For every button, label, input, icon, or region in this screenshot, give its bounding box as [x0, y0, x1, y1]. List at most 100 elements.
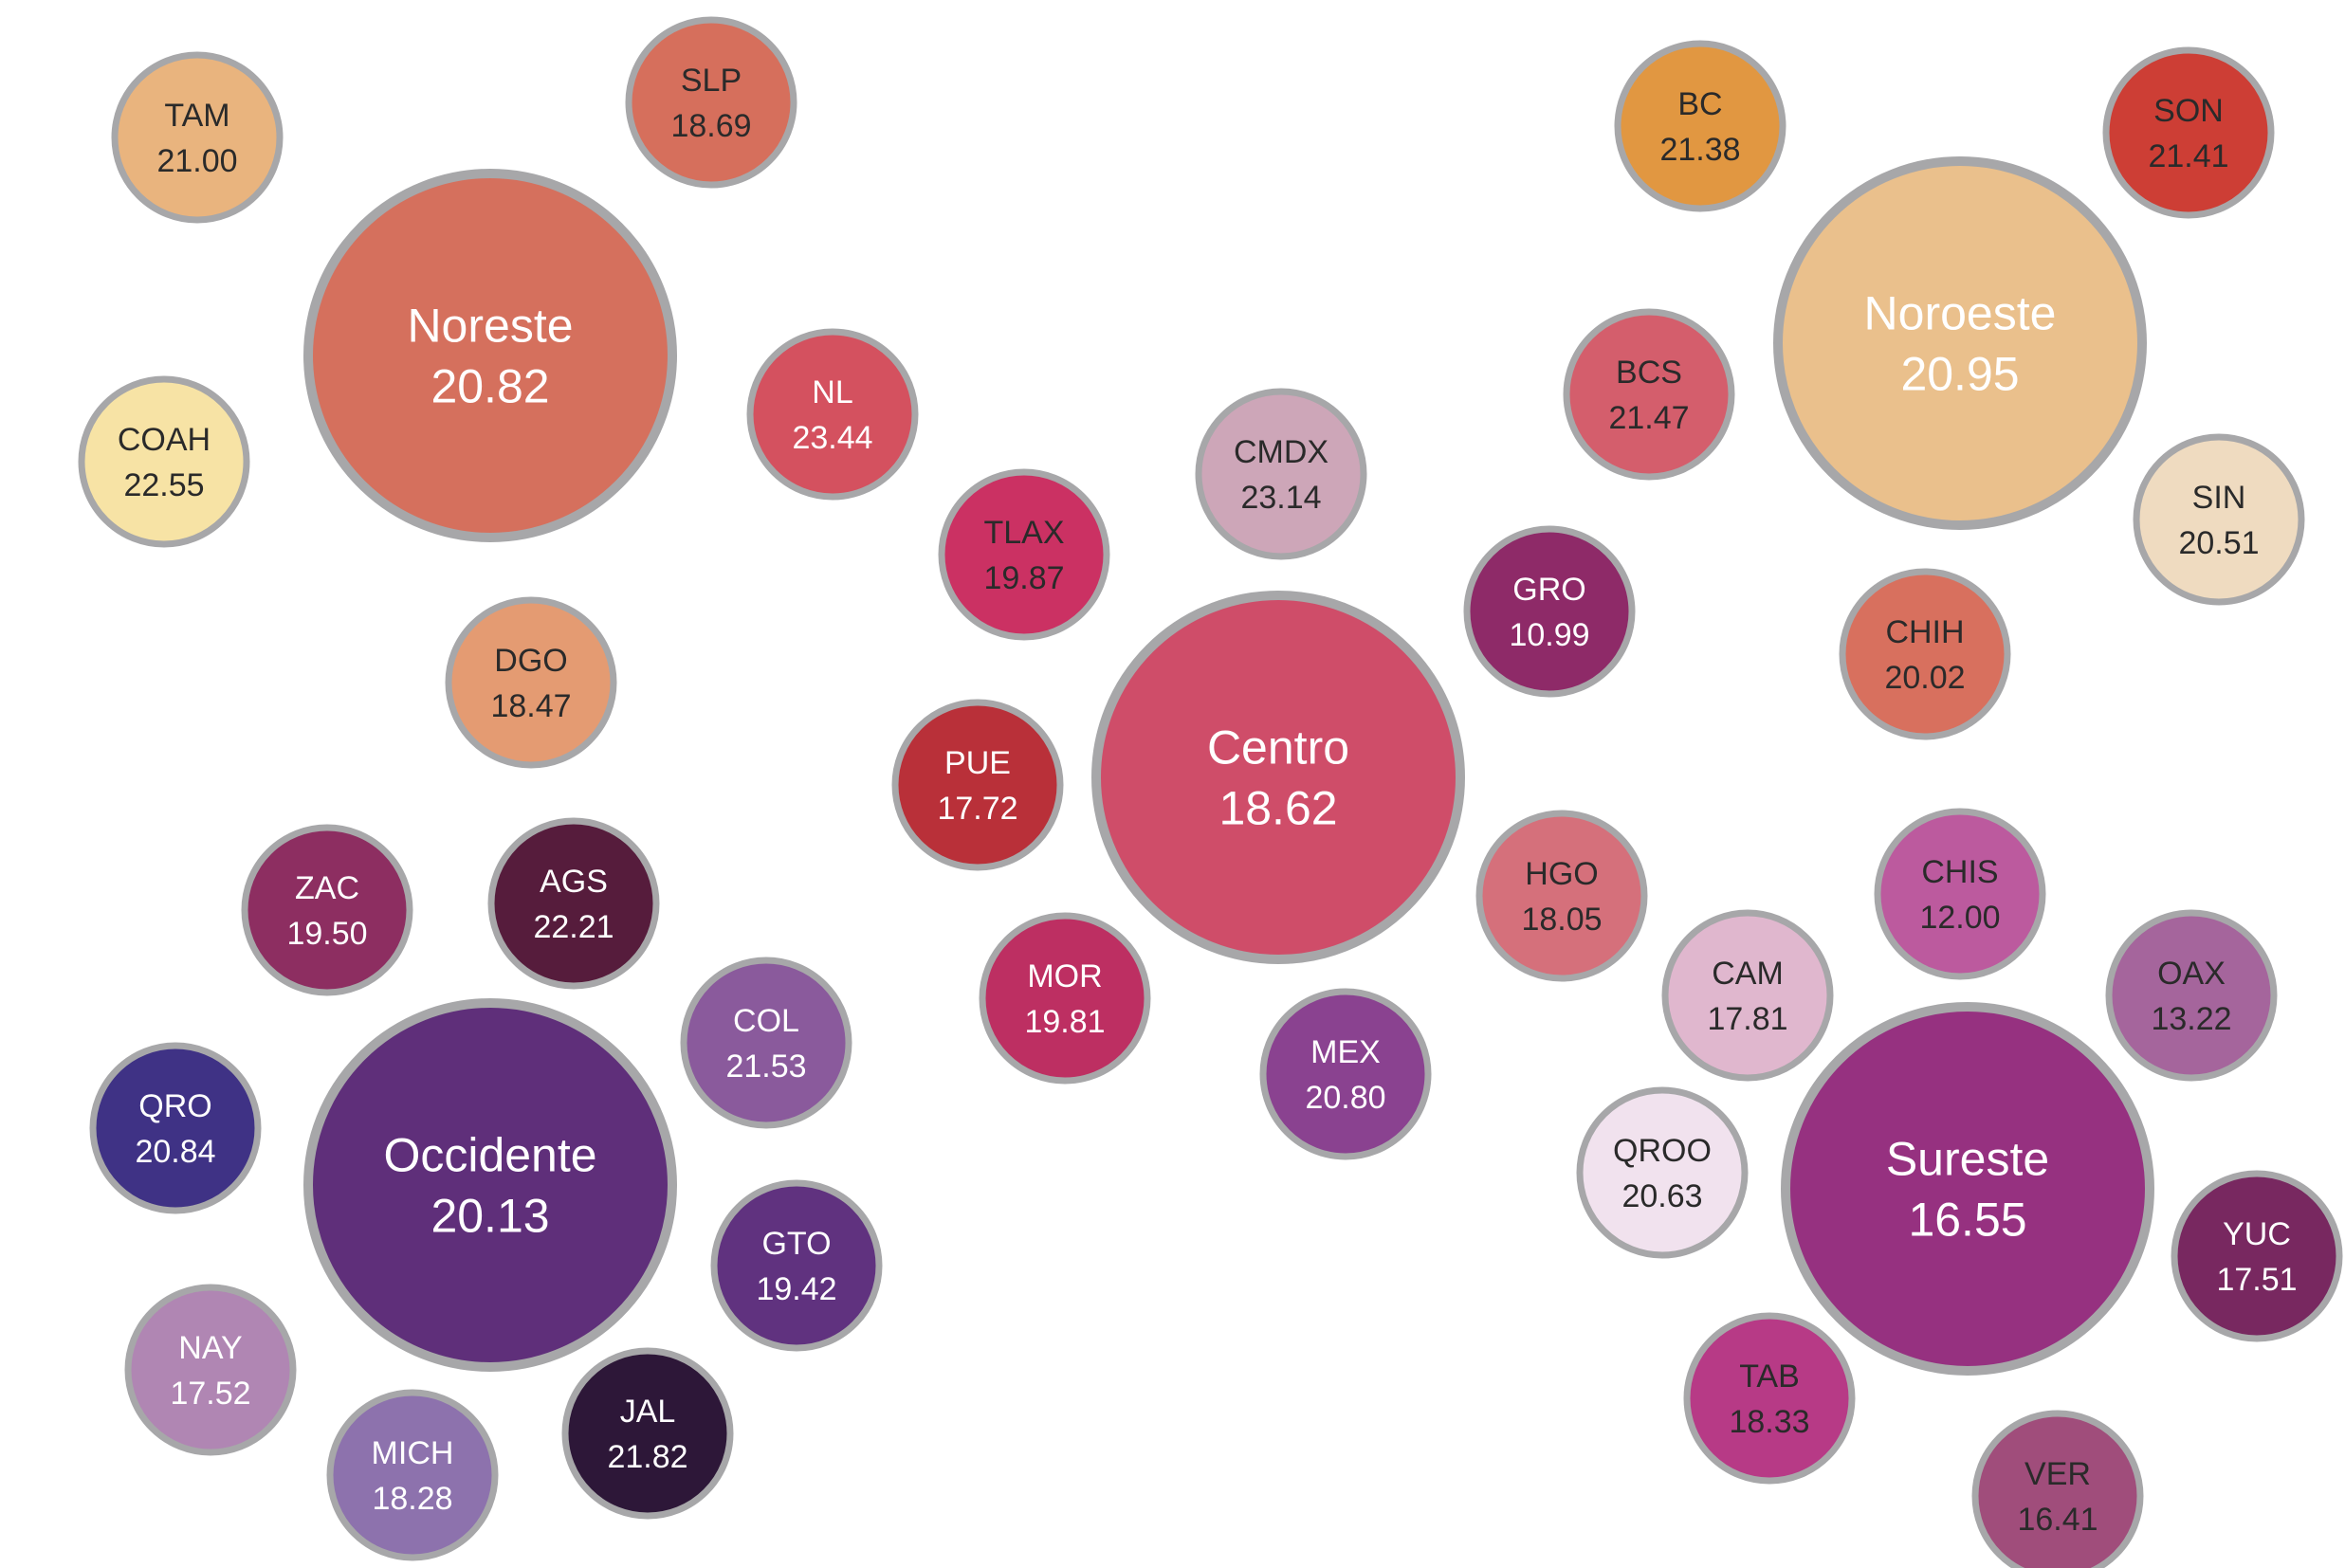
state-value-cam: 17.81	[1707, 1001, 1787, 1037]
state-name-chis: CHIS	[1921, 854, 1998, 890]
state-name-son: SON	[2153, 93, 2224, 129]
state-bubble-cam: CAM 17.81	[1661, 909, 1834, 1082]
state-circle-mor	[979, 912, 1151, 1085]
state-name-jal: JAL	[620, 1394, 676, 1430]
state-circle-ags	[487, 817, 660, 990]
region-circle-noreste	[303, 169, 677, 542]
state-name-coah: COAH	[118, 422, 211, 458]
state-circle-bcs	[1563, 308, 1735, 481]
state-bubble-coah: COAH 22.55	[78, 375, 250, 548]
state-bubble-mex: MEX 20.80	[1259, 988, 1432, 1160]
state-bubble-dgo: DGO 18.47	[445, 596, 617, 769]
state-circle-qro	[89, 1042, 262, 1214]
state-bubble-tam: TAM 21.00	[111, 51, 284, 224]
state-value-mich: 18.28	[372, 1481, 452, 1517]
state-name-gro: GRO	[1512, 572, 1585, 608]
state-bubble-cmdx: CMDX 23.14	[1195, 388, 1367, 560]
state-value-zac: 19.50	[286, 916, 367, 952]
state-value-tlax: 19.87	[983, 560, 1064, 596]
state-name-mich: MICH	[372, 1435, 454, 1471]
state-name-mex: MEX	[1310, 1034, 1381, 1070]
state-value-nl: 23.44	[792, 420, 872, 456]
region-circle-centro	[1091, 591, 1465, 964]
state-value-slp: 18.69	[670, 108, 751, 144]
state-circle-nay	[124, 1284, 297, 1456]
state-name-nay: NAY	[178, 1330, 242, 1366]
state-name-mor: MOR	[1027, 958, 1102, 994]
state-name-bcs: BCS	[1616, 355, 1682, 391]
state-circle-nl	[746, 328, 919, 501]
state-value-col: 21.53	[725, 1048, 806, 1085]
state-circle-son	[2102, 46, 2275, 219]
state-name-bc: BC	[1677, 86, 1722, 122]
state-value-chih: 20.02	[1884, 660, 1965, 696]
state-bubble-gto: GTO 19.42	[710, 1179, 883, 1352]
state-bubble-slp: SLP 18.69	[625, 16, 797, 189]
state-circle-cmdx	[1195, 388, 1367, 560]
state-value-mor: 19.81	[1024, 1004, 1105, 1040]
state-circle-oax	[2105, 909, 2278, 1082]
region-name-occidente: Occidente	[383, 1129, 596, 1182]
state-value-dgo: 18.47	[490, 688, 571, 724]
state-bubble-chis: CHIS 12.00	[1874, 808, 2046, 980]
state-name-cam: CAM	[1712, 956, 1784, 992]
state-circle-dgo	[445, 596, 617, 769]
state-name-oax: OAX	[2157, 956, 2226, 992]
state-bubble-sin: SIN 20.51	[2133, 433, 2305, 606]
state-circle-sin	[2133, 433, 2305, 606]
state-value-ver: 16.41	[2017, 1502, 2098, 1538]
state-name-ver: VER	[2024, 1456, 2091, 1492]
state-value-nay: 17.52	[170, 1376, 250, 1412]
region-value-noroeste: 20.95	[1900, 348, 2019, 401]
state-value-chis: 12.00	[1919, 900, 2000, 936]
state-circle-col	[680, 957, 852, 1129]
state-bubble-mor: MOR 19.81	[979, 912, 1151, 1085]
state-bubble-col: COL 21.53	[680, 957, 852, 1129]
state-circle-yuc	[2171, 1170, 2343, 1342]
state-value-coah: 22.55	[123, 467, 204, 503]
state-bubble-yuc: YUC 17.51	[2171, 1170, 2343, 1342]
state-value-pue: 17.72	[937, 791, 1017, 827]
region-name-noroeste: Noroeste	[1864, 287, 2057, 340]
state-name-col: COL	[733, 1003, 799, 1039]
state-bubble-ver: VER 16.41	[1971, 1410, 2144, 1568]
state-bubble-bc: BC 21.38	[1614, 40, 1786, 212]
state-value-qro: 20.84	[135, 1134, 215, 1170]
state-circle-slp	[625, 16, 797, 189]
state-circle-pue	[891, 699, 1064, 871]
state-circle-tlax	[938, 468, 1110, 641]
state-circle-mich	[326, 1389, 499, 1561]
state-bubble-mich: MICH 18.28	[326, 1389, 499, 1561]
state-bubble-zac: ZAC 19.50	[241, 824, 413, 996]
state-bubble-ags: AGS 22.21	[487, 817, 660, 990]
state-name-qro: QRO	[138, 1088, 211, 1124]
region-value-sureste: 16.55	[1908, 1194, 2026, 1247]
state-value-cmdx: 23.14	[1240, 480, 1321, 516]
state-value-tab: 18.33	[1729, 1404, 1809, 1440]
region-name-centro: Centro	[1207, 721, 1349, 775]
state-value-qroo: 20.63	[1621, 1178, 1702, 1214]
state-value-gro: 10.99	[1509, 617, 1589, 653]
state-name-ags: AGS	[540, 864, 608, 900]
state-bubble-bcs: BCS 21.47	[1563, 308, 1735, 481]
region-bubble-noreste: Noreste 20.82	[303, 169, 677, 542]
state-circle-chis	[1874, 808, 2046, 980]
state-bubble-tab: TAB 18.33	[1683, 1312, 1856, 1485]
state-bubble-nl: NL 23.44	[746, 328, 919, 501]
state-bubble-qro: QRO 20.84	[89, 1042, 262, 1214]
state-name-tam: TAM	[164, 98, 229, 134]
state-bubble-qroo: QROO 20.63	[1576, 1086, 1749, 1259]
region-circle-sureste	[1781, 1002, 2154, 1376]
state-name-slp: SLP	[681, 63, 742, 99]
state-value-bc: 21.38	[1659, 132, 1740, 168]
state-name-qroo: QROO	[1613, 1133, 1712, 1169]
state-bubble-chih: CHIH 20.02	[1839, 568, 2011, 740]
state-circle-mex	[1259, 988, 1432, 1160]
state-value-son: 21.41	[2148, 138, 2228, 174]
region-bubble-centro: Centro 18.62	[1091, 591, 1465, 964]
region-name-noreste: Noreste	[407, 300, 573, 353]
state-name-pue: PUE	[944, 745, 1011, 781]
state-value-sin: 20.51	[2178, 525, 2259, 561]
state-value-oax: 13.22	[2151, 1001, 2231, 1037]
